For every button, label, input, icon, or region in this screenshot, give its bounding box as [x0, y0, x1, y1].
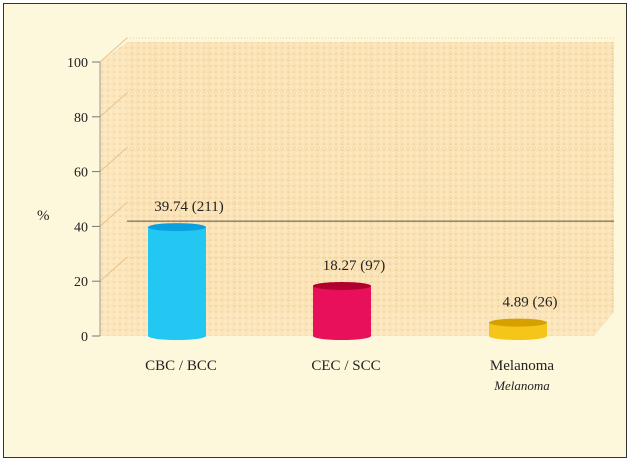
grid-line [99, 202, 128, 227]
chart-frame: 0 20 40 60 80 100 % 39.74 (211) 18.27 (97) 4.89… [3, 3, 627, 458]
bar-base [489, 332, 547, 340]
bar-body [313, 285, 371, 336]
bar-top [148, 223, 206, 232]
y-axis-ticks: 0 20 40 60 80 100 [67, 56, 100, 345]
bar-top [313, 281, 371, 290]
data-label: 4.89 (26) [503, 295, 558, 311]
grid-line [99, 37, 128, 63]
x-axis-labels: CBC / BCC CEC / SCC Melanoma Melanoma [145, 358, 554, 393]
left-wall [100, 42, 127, 336]
y-axis-label: % [37, 208, 50, 224]
grid-line [99, 256, 128, 282]
y-tick-label: 40 [74, 220, 88, 235]
x-tick-label: CEC / SCC [311, 358, 380, 374]
bars: 39.74 (211) 18.27 (97) 4.89 (26) [148, 199, 558, 340]
bar-top [489, 318, 547, 327]
y-tick-label: 60 [74, 166, 88, 181]
x-tick-label: CBC / BCC [145, 358, 217, 374]
bar-base [313, 332, 371, 340]
bar-3: 4.89 (26) [489, 295, 558, 340]
y-tick-label: 100 [67, 56, 88, 71]
grid [99, 37, 614, 312]
x-tick-sublabel: Melanoma [493, 378, 550, 393]
data-label: 18.27 (97) [323, 258, 386, 274]
y-tick-label: 0 [81, 330, 88, 345]
bar-2: 18.27 (97) [313, 258, 385, 340]
data-label: 39.74 (211) [154, 199, 223, 215]
y-tick-label: 80 [74, 111, 88, 126]
bar-chart: 0 20 40 60 80 100 % 39.74 (211) 18.27 (97) 4.89… [37, 37, 614, 393]
grid-line [99, 92, 128, 118]
bar-body [148, 227, 206, 336]
x-tick-label: Melanoma [490, 358, 554, 374]
grid-line [99, 147, 128, 172]
bar-1: 39.74 (211) [148, 199, 224, 340]
bar-base [148, 332, 206, 340]
y-tick-label: 20 [74, 275, 88, 290]
